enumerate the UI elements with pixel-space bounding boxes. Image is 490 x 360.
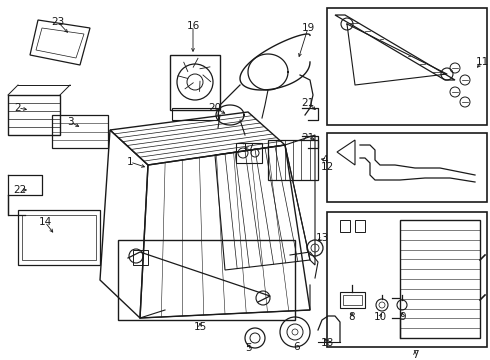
Bar: [268, 140, 318, 180]
Bar: [18, 210, 100, 265]
Text: 22: 22: [13, 185, 26, 195]
Bar: [52, 115, 108, 148]
Bar: [340, 292, 365, 308]
Text: 17: 17: [242, 143, 255, 153]
Text: 12: 12: [320, 162, 334, 172]
Bar: [340, 220, 350, 232]
Text: 13: 13: [316, 233, 329, 243]
Text: 5: 5: [245, 343, 251, 353]
Bar: [22, 215, 96, 260]
Bar: [327, 8, 487, 125]
Bar: [327, 133, 487, 202]
Text: 7: 7: [412, 350, 418, 360]
Text: 14: 14: [38, 217, 51, 227]
Text: 2: 2: [15, 103, 21, 113]
Text: 4: 4: [322, 155, 328, 165]
Text: 20: 20: [208, 103, 221, 113]
Text: 10: 10: [373, 312, 387, 322]
Bar: [355, 220, 365, 232]
Text: 11: 11: [475, 57, 489, 67]
Text: 18: 18: [320, 338, 334, 348]
Bar: [8, 95, 60, 135]
Text: 21: 21: [301, 98, 315, 108]
Text: 6: 6: [294, 342, 300, 352]
Bar: [172, 108, 218, 120]
Bar: [170, 55, 220, 110]
Bar: [133, 250, 148, 265]
Text: 8: 8: [349, 312, 355, 322]
Bar: [400, 220, 480, 338]
Bar: [327, 212, 487, 347]
Text: 16: 16: [186, 21, 199, 31]
Text: 9: 9: [400, 312, 406, 322]
Text: 15: 15: [194, 322, 207, 332]
Text: 19: 19: [301, 23, 315, 33]
Text: 21: 21: [301, 133, 315, 143]
Text: 23: 23: [51, 17, 65, 27]
Bar: [236, 143, 262, 163]
Text: 1: 1: [127, 157, 133, 167]
Bar: [343, 295, 362, 305]
Text: 3: 3: [67, 117, 74, 127]
Bar: [118, 240, 295, 320]
